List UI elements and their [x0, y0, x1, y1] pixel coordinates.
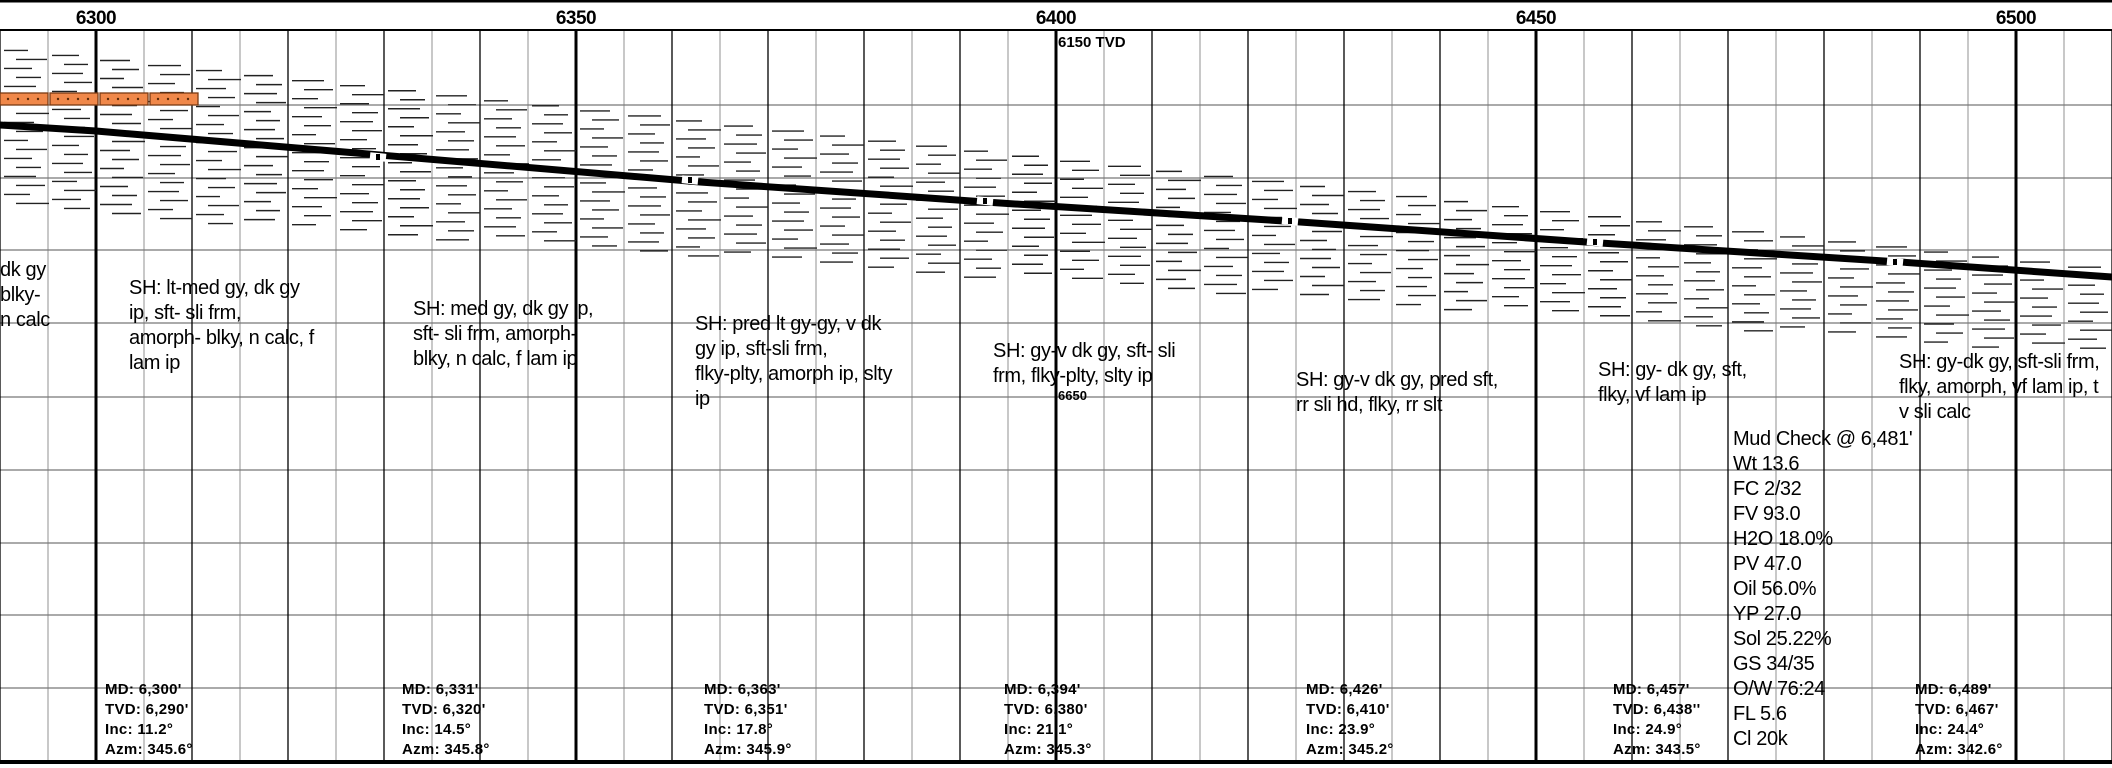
lithology-marker-dot [26, 97, 30, 101]
survey-md: MD: 6,300' [105, 681, 182, 698]
survey-block: MD: 6,426' TVD: 6,410' Inc: 23.9° Azm: 3… [1306, 680, 1394, 760]
well-path-tick [688, 177, 692, 183]
survey-block: MD: 6,394' TVD: 6,380' Inc: 21.1° Azm: 3… [1004, 680, 1092, 760]
survey-inc: Inc: 14.5° [402, 721, 472, 738]
mud-sol: Sol 25.22% [1733, 628, 1832, 650]
lithology-marker-dot [186, 97, 190, 101]
survey-azm: Azm: 345.9° [704, 741, 792, 758]
lithology-marker-dot [116, 97, 120, 101]
well-path [0, 121, 2112, 281]
survey-azm: Azm: 345.3° [1004, 741, 1092, 758]
lithology-marker-dot [66, 97, 70, 101]
survey-block: MD: 6,300' TVD: 6,290' Inc: 11.2° Azm: 3… [105, 680, 193, 760]
survey-tvd: TVD: 6,410' [1306, 701, 1390, 718]
survey-tvd: TVD: 6,380' [1004, 701, 1088, 718]
mud-weight: Wt 13.6 [1733, 453, 1800, 475]
lithology-desc-3: SH: med gy, dk gy ip, sft- sli frm, amor… [413, 298, 594, 370]
lithology-desc-7: SH: gy- dk gy, sft, flky, vf lam ip [1598, 359, 1747, 406]
survey-azm: Azm: 343.5° [1613, 741, 1701, 758]
lithology-marker-dot [106, 97, 110, 101]
survey-md: MD: 6,426' [1306, 681, 1383, 698]
lithology-marker-dot [136, 97, 140, 101]
survey-md: MD: 6,489' [1915, 681, 1992, 698]
mud-cl: Cl 20k [1733, 728, 1788, 750]
survey-inc: Inc: 24.9° [1613, 721, 1683, 738]
survey-md: MD: 6,331' [402, 681, 479, 698]
survey-azm: Azm: 345.8° [402, 741, 490, 758]
survey-inc: Inc: 17.8° [704, 721, 774, 738]
well-path-tick [1288, 218, 1292, 224]
depth-label-6400: 6400 [1035, 8, 1077, 29]
lithology-marker-dot [76, 97, 80, 101]
survey-tvd: TVD: 6,438'' [1613, 701, 1701, 718]
lithology-marker-dot [86, 97, 90, 101]
survey-inc: Inc: 24.4° [1915, 721, 1985, 738]
well-path-tick [376, 154, 380, 160]
well-path-tick [983, 198, 987, 204]
lithology-desc-8: SH: gy-dk gy, sft-sli frm, flky, amorph,… [1899, 351, 2100, 423]
lithology-desc-2: SH: lt-med gy, dk gy ip, sft- sli frm, a… [129, 277, 314, 374]
lithology-marker-dot [176, 97, 180, 101]
depth-label-6300: 6300 [75, 8, 117, 29]
mud-yp: YP 27.0 [1733, 603, 1802, 625]
lithology-marker-dot [166, 97, 170, 101]
lithology-marker [49, 92, 99, 106]
survey-azm: Azm: 342.6° [1915, 741, 2003, 758]
survey-tvd: TVD: 6,290' [105, 701, 189, 718]
survey-block: MD: 6,363' TVD: 6,351' Inc: 17.8° Azm: 3… [704, 680, 792, 760]
survey-block: MD: 6,331' TVD: 6,320' Inc: 14.5° Azm: 3… [402, 680, 490, 760]
mud-ow: O/W 76:24 [1733, 678, 1825, 700]
survey-md: MD: 6,457' [1613, 681, 1690, 698]
survey-block: MD: 6,457' TVD: 6,438'' Inc: 24.9° Azm: … [1613, 680, 1701, 760]
lithology-marker-dot [126, 97, 130, 101]
lithology-marker-dot [6, 97, 10, 101]
lithology-marker [0, 92, 49, 106]
lithology-marker [149, 92, 199, 106]
survey-tvd: TVD: 6,320' [402, 701, 486, 718]
lithology-desc-6: SH: gy-v dk gy, pred sft, rr sli hd, flk… [1296, 369, 1498, 416]
mud-pv: PV 47.0 [1733, 553, 1802, 575]
survey-md: MD: 6,394' [1004, 681, 1081, 698]
depth-label-6450: 6450 [1515, 8, 1557, 29]
depth-label-6350: 6350 [555, 8, 597, 29]
tvd-label-mid: 6650 [1058, 388, 1087, 403]
survey-tvd: TVD: 6,467' [1915, 701, 1999, 718]
well-path-tick [1893, 259, 1897, 265]
mud-fv: FV 93.0 [1733, 503, 1801, 525]
lithology-desc-4: SH: pred lt gy-gy, v dk gy ip, sft-sli f… [695, 313, 893, 410]
lithology-marker-dot [56, 97, 60, 101]
lithology-desc-1: dk gy blky- n calc [0, 259, 50, 331]
survey-md: MD: 6,363' [704, 681, 781, 698]
mud-gs: GS 34/35 [1733, 653, 1815, 675]
well-path-tick [1593, 239, 1597, 245]
survey-inc: Inc: 11.2° [105, 721, 174, 738]
survey-tvd: TVD: 6,351' [704, 701, 788, 718]
tvd-label-top: 6150 TVD [1058, 34, 1126, 51]
survey-inc: Inc: 21.1° [1004, 721, 1074, 738]
mud-fc: FC 2/32 [1733, 478, 1802, 500]
mud-check-panel: Mud Check @ 6,481' Wt 13.6 FC 2/32 FV 93… [1733, 427, 1913, 752]
lithology-desc-5: SH: gy-v dk gy, sft- sli frm, flky-plty,… [993, 340, 1176, 387]
mud-h2o: H2O 18.0% [1733, 528, 1833, 550]
mud-fl: FL 5.6 [1733, 703, 1787, 725]
mud-check-title: Mud Check @ 6,481' [1733, 428, 1913, 450]
survey-inc: Inc: 23.9° [1306, 721, 1376, 738]
survey-block: MD: 6,489' TVD: 6,467' Inc: 24.4° Azm: 3… [1915, 680, 2003, 760]
lithology-marker [99, 92, 149, 106]
lithology-marker-dot [156, 97, 160, 101]
mud-oil: Oil 56.0% [1733, 578, 1817, 600]
depth-label-6500: 6500 [1995, 8, 2037, 29]
lithology-marker-dot [36, 97, 40, 101]
survey-azm: Azm: 345.6° [105, 741, 193, 758]
lithology-marker-dot [16, 97, 20, 101]
survey-azm: Azm: 345.2° [1306, 741, 1394, 758]
